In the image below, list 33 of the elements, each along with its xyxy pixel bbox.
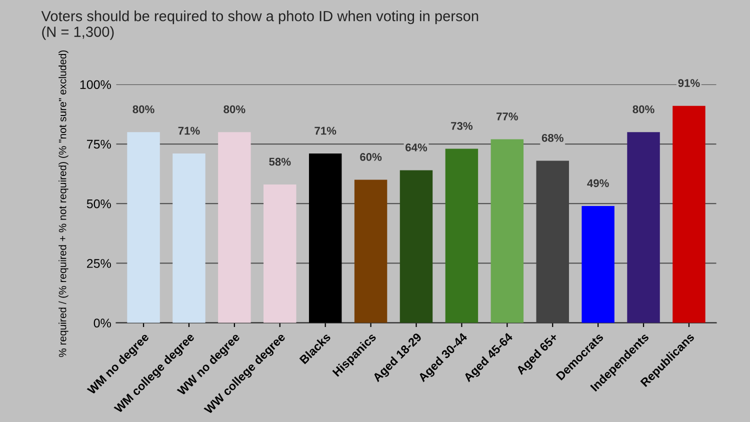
bar (582, 206, 614, 323)
bar (536, 160, 569, 323)
y-tick-label: 100% (80, 80, 111, 90)
bar (264, 184, 296, 323)
data-label: 49% (587, 179, 609, 188)
data-label: 73% (451, 122, 473, 130)
data-label: 58% (269, 158, 291, 166)
chart-title: Voters should be required to show a photo ID when voting in person (N = 1,300) (41, 10, 478, 40)
y-tick-label: 25% (87, 259, 111, 268)
bar (354, 180, 388, 323)
bar (627, 132, 660, 323)
data-label: 80% (632, 105, 654, 114)
data-label: 71% (314, 126, 336, 135)
data-label: 64% (406, 144, 428, 152)
bar (445, 148, 478, 323)
data-label: 71% (178, 126, 200, 135)
y-tick-label: 50% (86, 199, 111, 208)
y-tick-label: 0% (94, 318, 111, 328)
bar (308, 154, 342, 323)
bar (172, 154, 206, 323)
bar (400, 170, 433, 323)
y-tick-label: 75% (87, 140, 111, 149)
bar (490, 139, 524, 323)
data-label: 91% (678, 79, 700, 87)
bar (218, 132, 251, 323)
data-label: 77% (496, 112, 518, 120)
data-label: 80% (132, 105, 154, 114)
bar (672, 106, 706, 323)
data-label: 68% (542, 134, 564, 142)
data-label: 80% (224, 105, 246, 114)
bar (127, 132, 160, 323)
data-label: 60% (360, 153, 382, 161)
y-axis-title: % required / (% required + % not required) (% "not sure" excluded) (58, 50, 68, 358)
